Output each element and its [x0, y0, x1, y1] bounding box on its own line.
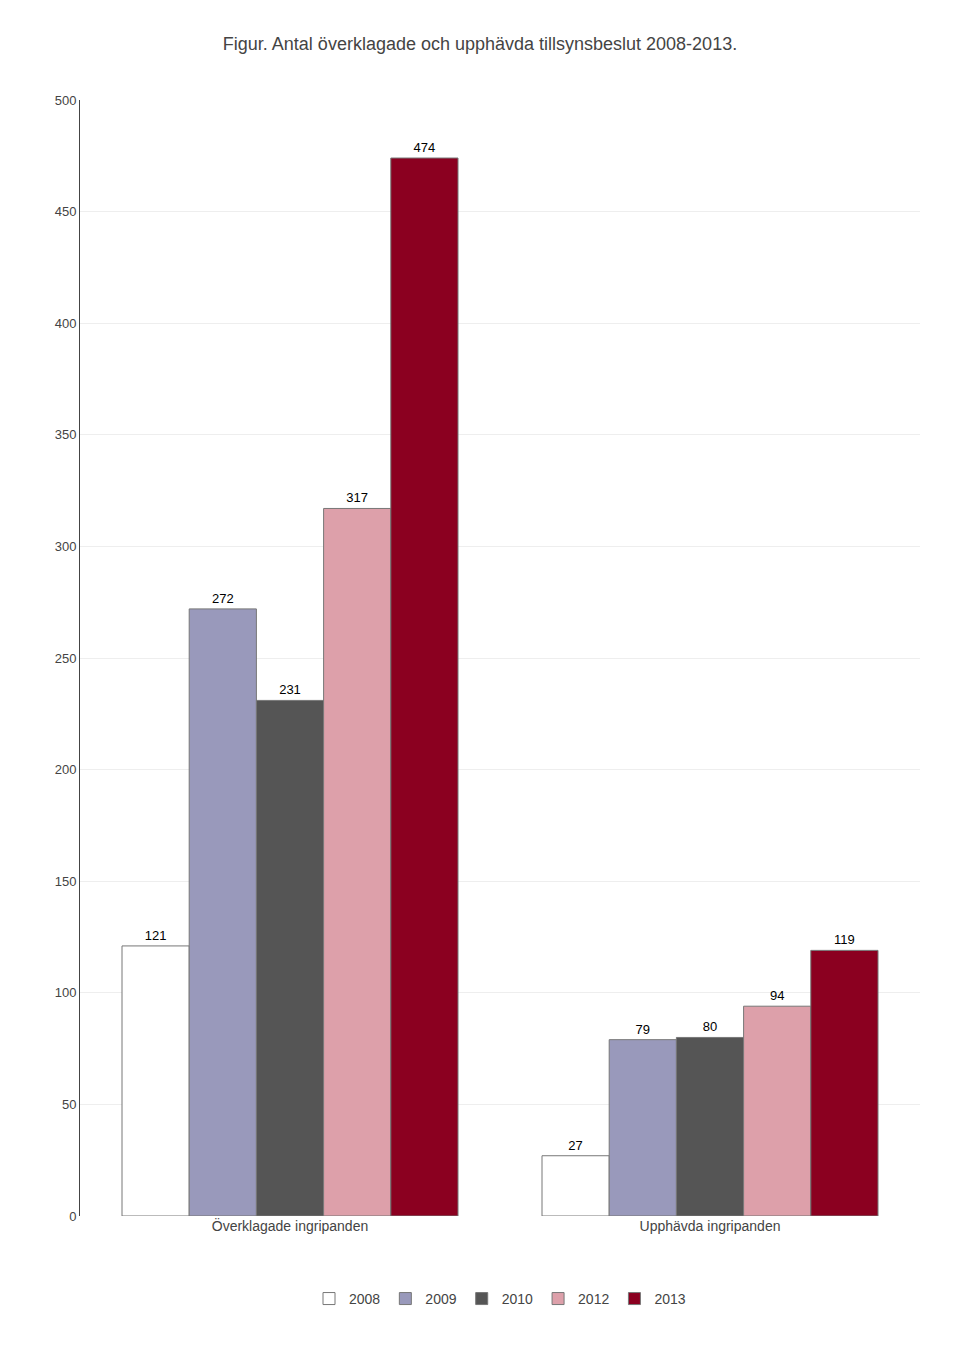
svg-text:27: 27: [568, 1138, 582, 1153]
svg-text:2012: 2012: [578, 1291, 609, 1307]
svg-text:500: 500: [55, 93, 77, 108]
svg-text:450: 450: [55, 204, 77, 219]
svg-text:300: 300: [55, 539, 77, 554]
svg-text:Figur. Antal överklagade och u: Figur. Antal överklagade och upphävda ti…: [223, 34, 737, 54]
svg-text:79: 79: [636, 1022, 650, 1037]
svg-text:2008: 2008: [349, 1291, 380, 1307]
svg-text:2013: 2013: [654, 1291, 685, 1307]
svg-text:94: 94: [770, 988, 784, 1003]
svg-text:50: 50: [62, 1097, 76, 1112]
svg-text:2010: 2010: [502, 1291, 533, 1307]
svg-text:350: 350: [55, 427, 77, 442]
svg-text:250: 250: [55, 651, 77, 666]
svg-text:200: 200: [55, 762, 77, 777]
svg-text:121: 121: [145, 928, 167, 943]
svg-text:80: 80: [703, 1019, 717, 1034]
svg-text:119: 119: [834, 932, 855, 947]
svg-text:100: 100: [55, 985, 77, 1000]
svg-text:317: 317: [346, 490, 368, 505]
svg-text:231: 231: [279, 682, 301, 697]
svg-text:474: 474: [414, 140, 436, 155]
svg-text:Upphävda ingripanden: Upphävda ingripanden: [640, 1218, 781, 1234]
svg-text:400: 400: [55, 316, 77, 331]
svg-text:2009: 2009: [425, 1291, 456, 1307]
svg-text:Överklagade ingripanden: Överklagade ingripanden: [212, 1217, 368, 1234]
svg-text:0: 0: [69, 1209, 76, 1224]
svg-text:272: 272: [212, 591, 234, 606]
svg-text:150: 150: [55, 874, 77, 889]
